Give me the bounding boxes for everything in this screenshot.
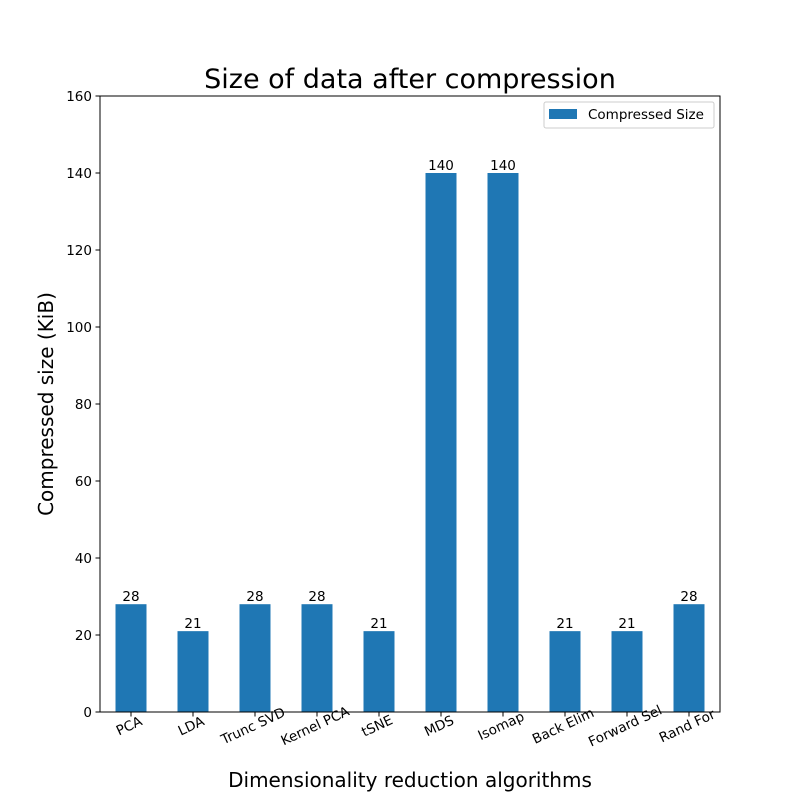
y-tick-label: 100 — [66, 320, 92, 336]
y-tick-label: 60 — [75, 474, 92, 490]
bar — [673, 604, 705, 712]
data-label: 28 — [308, 589, 325, 605]
x-tick-label: tSNE — [359, 712, 395, 740]
y-tick-label: 40 — [75, 551, 92, 567]
y-tick-label: 120 — [66, 243, 92, 259]
data-label: 21 — [370, 616, 387, 632]
data-label: 140 — [490, 158, 516, 174]
y-tick-label: 140 — [66, 166, 92, 182]
data-label: 21 — [184, 616, 201, 632]
legend-frame — [543, 101, 715, 129]
x-tick-label: LDA — [176, 713, 208, 739]
plot-area: 28 21 28 28 21 140 140 21 21 28 — [115, 158, 705, 712]
bar — [363, 631, 395, 712]
x-axis-label: Dimensionality reduction algorithms — [228, 768, 592, 792]
bar — [301, 604, 333, 712]
y-tick-label: 20 — [75, 628, 92, 644]
data-label: 28 — [122, 589, 139, 605]
bar — [115, 604, 147, 712]
y-tick-label: 0 — [83, 705, 92, 721]
legend-label: Compressed Size — [588, 107, 704, 123]
data-label: 28 — [680, 589, 697, 605]
y-tick-label: 160 — [66, 89, 92, 105]
x-tick-label: PCA — [114, 713, 146, 739]
bar — [425, 173, 457, 712]
bar — [549, 631, 581, 712]
data-label: 21 — [556, 616, 573, 632]
chart-title: Size of data after compression — [204, 64, 616, 95]
bar — [177, 631, 209, 712]
y-tick-label: 80 — [75, 397, 92, 413]
bar — [611, 631, 643, 712]
x-tick-label: MDS — [422, 713, 457, 740]
data-label: 21 — [618, 616, 635, 632]
y-axis-label: Compressed size (KiB) — [34, 292, 58, 516]
bar — [487, 173, 519, 712]
data-label: 140 — [428, 158, 454, 174]
legend-swatch — [549, 109, 577, 119]
legend: Compressed Size — [543, 101, 715, 129]
x-tick-label: Isomap — [476, 709, 527, 744]
data-label: 28 — [246, 589, 263, 605]
y-axis: 0 20 40 60 80 100 120 140 160 — [66, 89, 100, 721]
bar — [239, 604, 271, 712]
